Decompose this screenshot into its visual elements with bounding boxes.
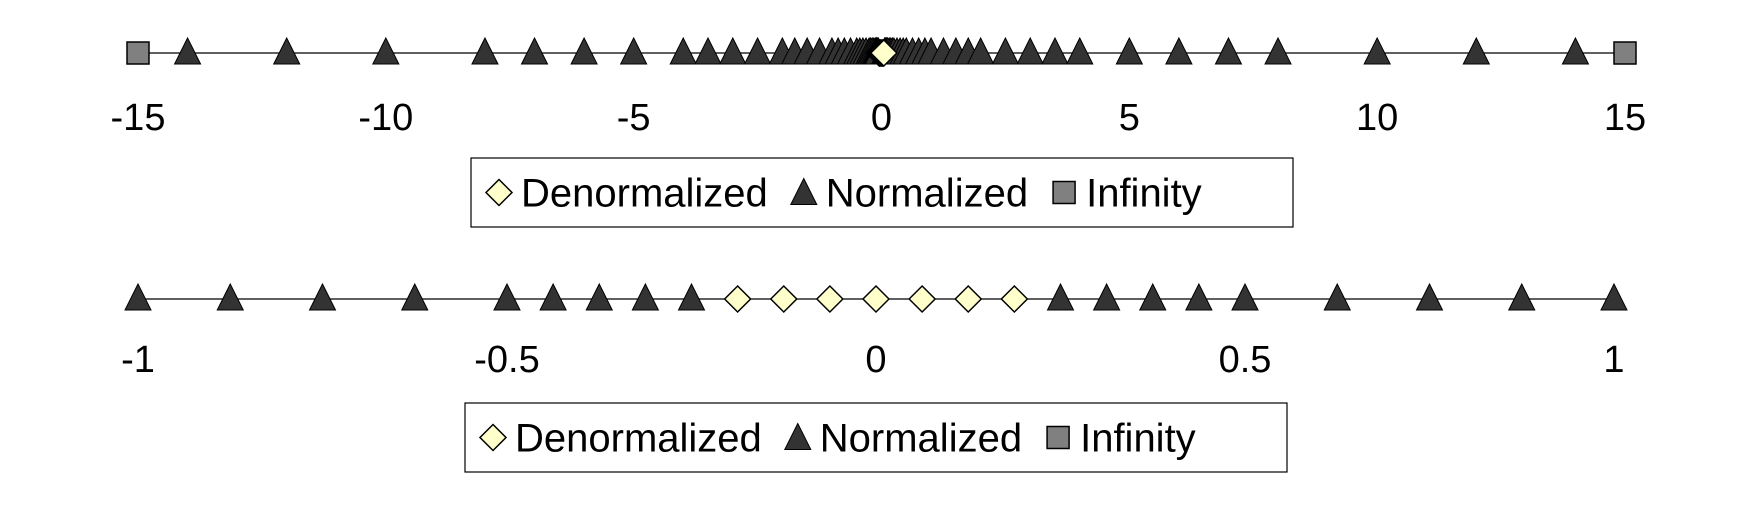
normalized-point (520, 36, 549, 65)
normalized-point (124, 282, 152, 311)
legend-normalized-label: Normalized (820, 417, 1022, 461)
legend-infinity-label: Infinity (1086, 172, 1202, 216)
normalized-point (1462, 36, 1491, 65)
normalized-point (1231, 282, 1259, 311)
x-tick-label: -1 (121, 339, 155, 381)
normalized-point (743, 36, 772, 65)
normalized-point (1046, 282, 1075, 311)
x-tick-label: 10 (1356, 97, 1398, 139)
x-tick-label: 0.5 (1219, 339, 1272, 381)
normalized-point (718, 36, 747, 65)
denormalized-point (954, 284, 983, 314)
normalized-point (272, 36, 301, 65)
normalized-point (539, 282, 567, 311)
legend-denormalized-marker (484, 178, 514, 207)
number-line-chart-1: -15 -10 -5 0 5 10 15 Denormalized Normalized Infi… (111, 36, 1646, 228)
x-tick-label: -10 (358, 97, 413, 139)
normalized-point (1165, 36, 1193, 65)
legend-infinity-label: Infinity (1080, 417, 1196, 461)
normalized-point (471, 36, 499, 65)
x-tick-label: 15 (1604, 97, 1646, 139)
denormalized-point (1000, 284, 1029, 314)
legend-infinity-marker (1052, 180, 1076, 205)
legend: Denormalized Normalized Infinity (470, 157, 1294, 228)
normalized-point (1138, 282, 1167, 311)
normalized-point (1507, 282, 1536, 311)
normalized-point (694, 36, 722, 65)
normalized-point (669, 36, 698, 65)
legend-denormalized-label: Denormalized (515, 417, 762, 461)
x-tick-label: -5 (617, 97, 651, 139)
normalized-point (173, 36, 202, 65)
infinity-point (1613, 41, 1637, 65)
x-tick-label: 5 (1119, 97, 1140, 139)
normalized-point (966, 36, 995, 65)
normalized-point (585, 282, 614, 311)
legend-normalized-marker (783, 422, 812, 450)
normalized-point (1115, 36, 1144, 65)
x-tick-label: -0.5 (474, 339, 539, 381)
denormalized-point (908, 284, 937, 314)
normalized-point (1363, 36, 1391, 65)
normalized-point (400, 282, 429, 311)
denormalized-point (815, 284, 844, 314)
legend-normalized-marker (789, 177, 818, 205)
legend: Denormalized Normalized Infinity (464, 402, 1288, 473)
legend-denormalized-marker (478, 423, 508, 452)
legend-denormalized-label: Denormalized (521, 172, 768, 216)
denormalized-point (869, 38, 898, 68)
normalized-point (216, 282, 245, 311)
denormalized-point (769, 284, 798, 314)
number-line-chart-2: -1 -0.5 0 0.5 1 Denormalized Normalized Infinit… (121, 282, 1628, 473)
normalized-point (991, 36, 1020, 65)
normalized-point (619, 36, 648, 65)
denormalized-point (861, 284, 891, 314)
normalized-point (631, 282, 660, 311)
legend-box (464, 402, 1288, 473)
normalized-point (1041, 36, 1069, 65)
normalized-point (493, 282, 521, 311)
x-tick-label: 0 (865, 339, 886, 381)
normalized-point (1016, 36, 1045, 65)
normalized-point (570, 36, 598, 65)
normalized-point (1214, 36, 1243, 65)
x-tick-label: 0 (871, 97, 892, 139)
normalized-point (1561, 36, 1590, 65)
normalized-point (372, 36, 400, 65)
legend-normalized-label: Normalized (826, 172, 1028, 216)
normalized-point (677, 282, 706, 311)
infinity-point (126, 41, 150, 65)
denormalized-point (723, 284, 752, 314)
normalized-point (1264, 36, 1292, 65)
normalized-point (308, 282, 337, 311)
normalized-point (1415, 282, 1444, 311)
normalized-point (1092, 282, 1121, 311)
normalized-point (1065, 36, 1094, 65)
x-tick-label: 1 (1603, 339, 1624, 381)
normalized-point (1600, 282, 1628, 311)
legend-box (470, 157, 1294, 228)
x-tick-label: -15 (111, 97, 166, 139)
legend-infinity-marker (1046, 425, 1070, 450)
normalized-point (1185, 282, 1213, 311)
normalized-point (1323, 282, 1352, 311)
